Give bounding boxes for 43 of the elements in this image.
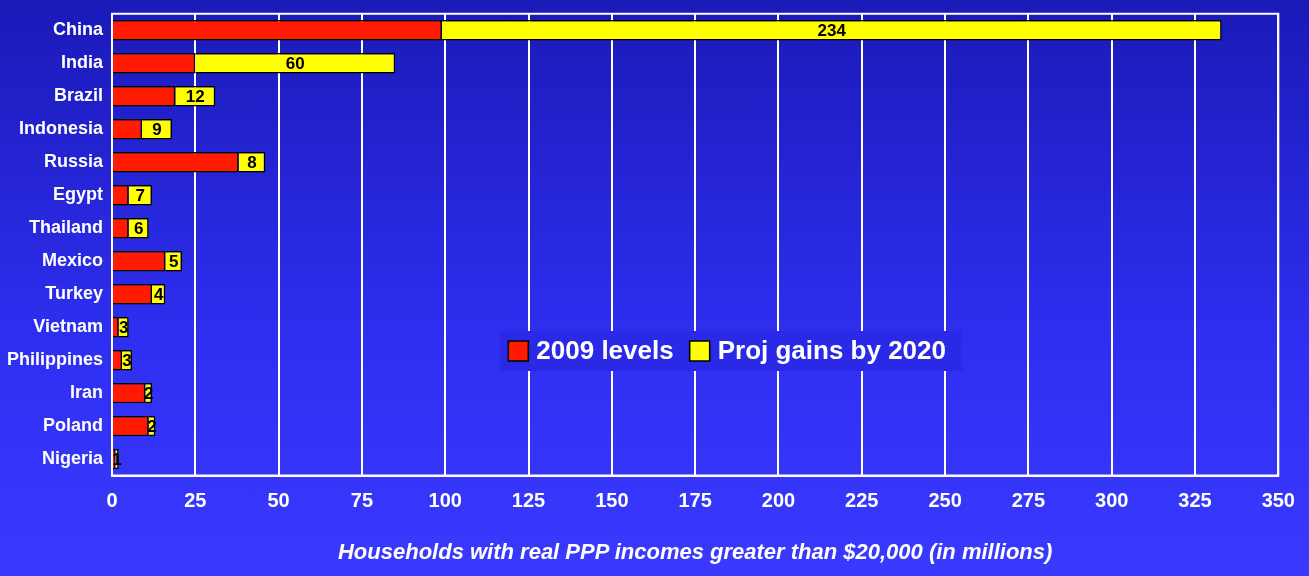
x-tick-label: 150 xyxy=(595,489,629,512)
data-label: 4 xyxy=(153,284,164,304)
y-tick-label: Turkey xyxy=(45,283,104,304)
y-tick-label: Vietnam xyxy=(33,316,104,337)
x-tick-label: 350 xyxy=(1261,489,1295,512)
data-label: 7 xyxy=(135,185,146,205)
data-label: 234 xyxy=(817,20,847,40)
y-tick-label: Iran xyxy=(70,382,104,403)
y-tick-label: Indonesia xyxy=(19,118,104,139)
x-tick-label: 250 xyxy=(928,489,962,512)
legend-label: 2009 levels xyxy=(536,335,674,366)
data-label: 6 xyxy=(133,218,144,238)
x-axis-title: Households with real PPP incomes greater than $20,000 (in millions) xyxy=(337,538,1053,564)
x-tick-label: 100 xyxy=(428,489,462,512)
y-tick-label: Nigeria xyxy=(41,448,104,469)
x-tick-label: 0 xyxy=(106,489,118,512)
y-tick-label: India xyxy=(61,52,104,73)
data-label: 1 xyxy=(112,449,122,469)
x-tick-label: 25 xyxy=(184,489,207,512)
y-tick-label: Russia xyxy=(43,151,104,172)
y-tick-label: Mexico xyxy=(41,250,104,271)
x-tick-label: 175 xyxy=(678,489,712,512)
data-label: 9 xyxy=(152,119,162,139)
x-tick-label: 125 xyxy=(511,489,546,512)
data-label: 5 xyxy=(168,251,179,271)
data-label: 3 xyxy=(122,350,132,370)
y-tick-label: Poland xyxy=(43,415,104,436)
x-tick-label: 200 xyxy=(761,489,796,512)
x-tick-label: 325 xyxy=(1178,489,1212,512)
x-tick-label: 275 xyxy=(1011,489,1046,512)
data-label: 8 xyxy=(247,152,257,172)
y-tick-label: Brazil xyxy=(53,85,104,106)
x-tick-label: 300 xyxy=(1095,489,1129,512)
data-label: 60 xyxy=(285,53,305,73)
x-tick-label: 50 xyxy=(267,489,290,512)
data-label: 12 xyxy=(185,86,205,106)
y-tick-label: Philippines xyxy=(7,349,104,370)
legend-label: Proj gains by 2020 xyxy=(717,335,946,366)
x-tick-label: 75 xyxy=(350,489,374,512)
x-tick-label: 225 xyxy=(845,489,879,512)
y-tick-label: Thailand xyxy=(29,217,104,238)
y-tick-label: Egypt xyxy=(53,184,104,205)
y-tick-label: China xyxy=(53,19,104,40)
